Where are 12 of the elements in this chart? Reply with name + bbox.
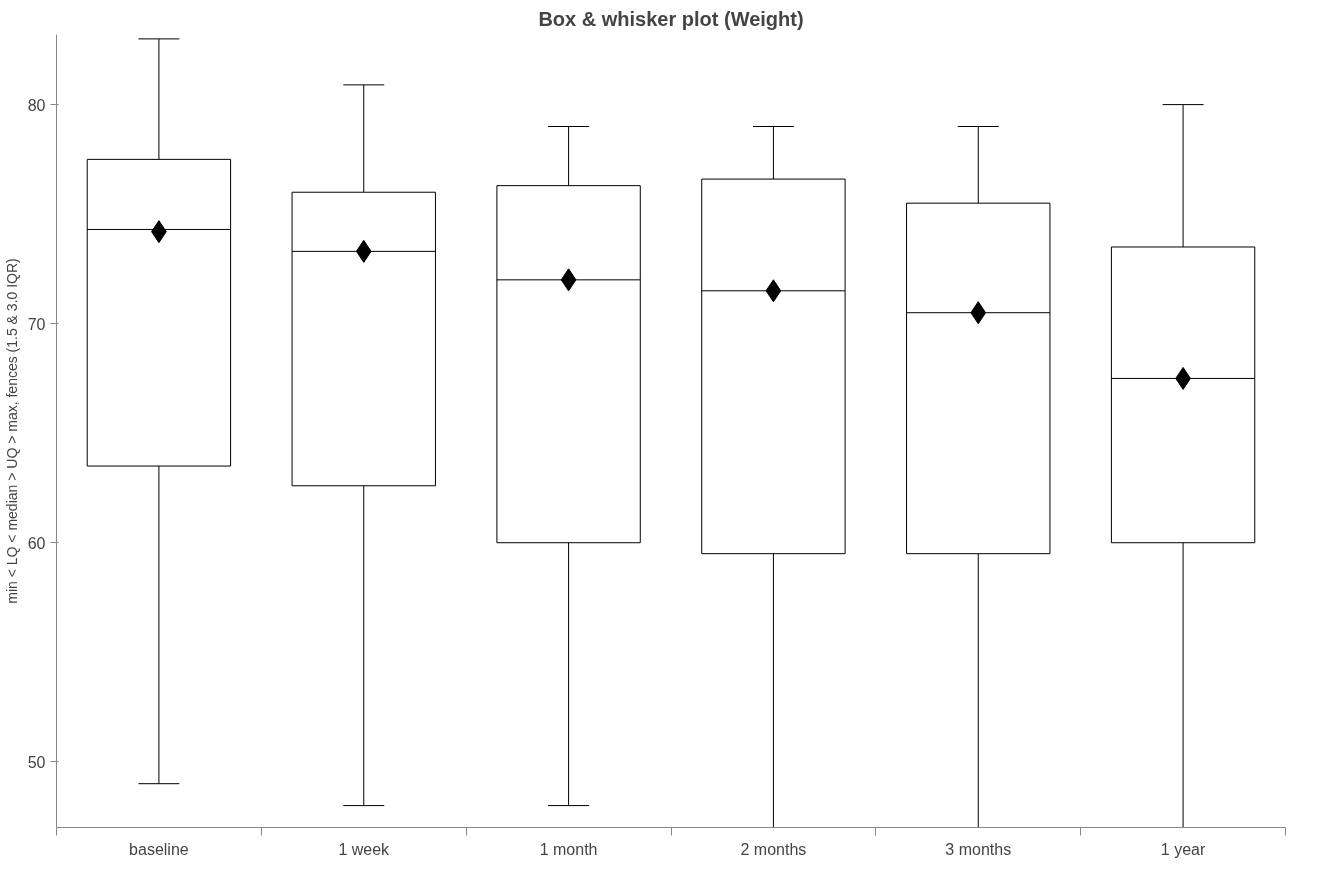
x-tick-label: 2 months (740, 840, 807, 858)
chart-title: Box & whisker plot (Weight) (538, 7, 804, 30)
y-tick-label: 60 (27, 534, 46, 552)
y-tick-label: 70 (27, 315, 46, 333)
x-tick-label: 1 year (1160, 840, 1206, 858)
y-tick-label: 80 (27, 96, 46, 114)
x-tick-label: 1 week (338, 840, 391, 858)
y-tick-label: 50 (27, 753, 46, 771)
x-tick-label: 1 month (539, 840, 598, 858)
x-tick-label: 3 months (945, 840, 1012, 858)
y-axis-title: min < LQ < median > UQ > max, fences (1.5 & 3.0 IQR) (3, 258, 20, 604)
x-tick-label: baseline (129, 840, 189, 858)
